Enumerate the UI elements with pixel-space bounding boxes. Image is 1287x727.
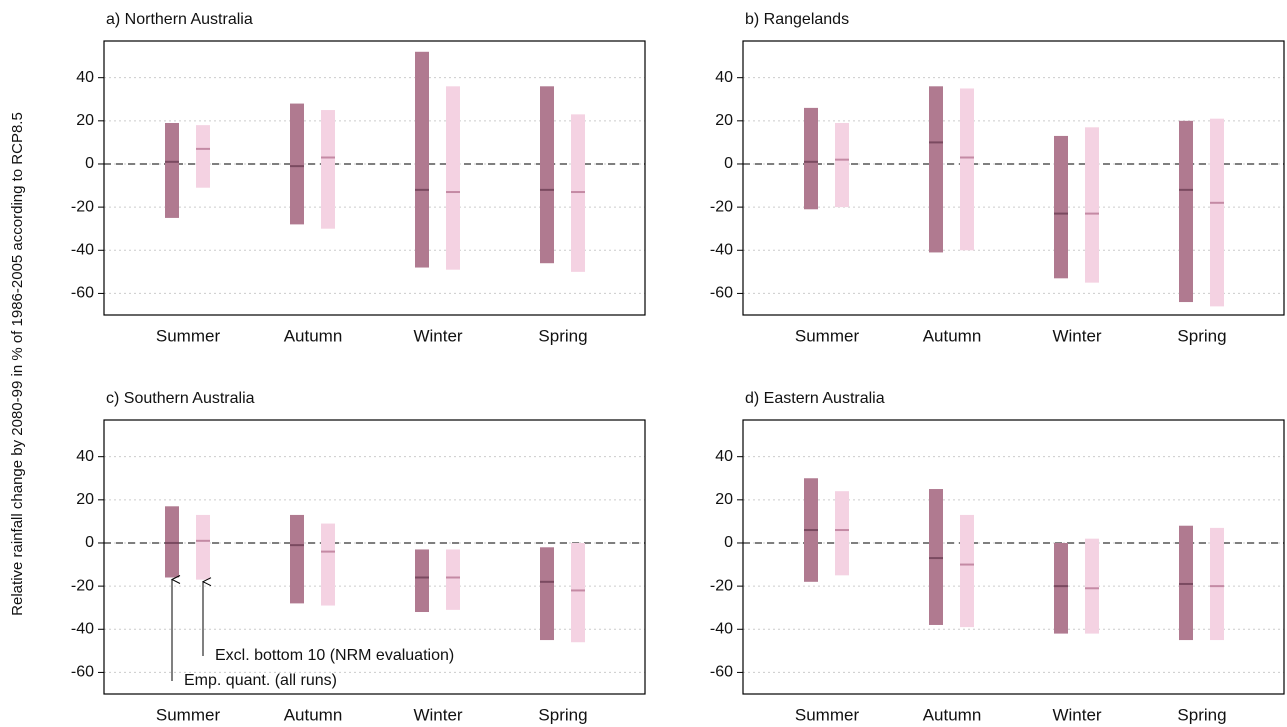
range-bar [290, 103, 304, 225]
range-bar [1179, 525, 1193, 641]
x-tick-label: Summer [795, 326, 860, 345]
range-bar [540, 547, 554, 641]
x-tick-label: Spring [538, 705, 587, 724]
range-bar [415, 51, 429, 268]
range-bar [540, 86, 554, 264]
y-axis-label: Relative rainfall change by 2080-99 in %… [9, 112, 26, 616]
x-tick-label: Summer [795, 705, 860, 724]
plot-frame [103, 40, 646, 316]
range-bar [571, 542, 585, 643]
range-bar [929, 489, 943, 625]
y-tick-label: 40 [76, 448, 94, 465]
y-tick-label: -40 [710, 620, 733, 637]
range-bar [804, 107, 818, 210]
range-bar [196, 514, 210, 580]
range-bar [960, 88, 974, 251]
panel-title: d) Eastern Australia [745, 390, 885, 407]
range-bar [415, 549, 429, 613]
range-bar [196, 125, 210, 188]
range-bar [835, 491, 849, 576]
y-tick-label: 40 [715, 69, 733, 86]
plot-frame [742, 40, 1285, 316]
y-tick-label: 40 [76, 69, 94, 86]
y-tick-label: -20 [710, 198, 733, 215]
y-tick-label: 0 [85, 155, 94, 172]
panel-title: b) Rangelands [745, 11, 849, 28]
panel-title: a) Northern Australia [106, 11, 253, 28]
x-tick-label: Winter [413, 326, 462, 345]
y-tick-label: 0 [724, 155, 733, 172]
y-tick-label: -60 [71, 664, 94, 681]
annotation: Emp. quant. (all runs) [184, 672, 337, 689]
y-tick-label: 0 [724, 534, 733, 551]
y-tick-label: -60 [710, 664, 733, 681]
y-tick-label: -20 [71, 577, 94, 594]
y-tick-label: -20 [71, 198, 94, 215]
x-tick-label: Spring [1177, 705, 1226, 724]
range-bar [321, 110, 335, 229]
y-tick-label: 20 [76, 112, 94, 129]
range-bar [1054, 542, 1068, 634]
range-bar [960, 514, 974, 628]
x-tick-label: Winter [413, 705, 462, 724]
x-tick-label: Autumn [923, 705, 982, 724]
y-tick-label: 40 [715, 448, 733, 465]
x-tick-label: Autumn [284, 326, 343, 345]
range-bar [165, 506, 179, 578]
y-tick-label: -60 [710, 285, 733, 302]
range-bar [929, 86, 943, 253]
range-bar [1085, 127, 1099, 283]
x-tick-label: Summer [156, 326, 221, 345]
panel-title: c) Southern Australia [106, 390, 255, 407]
y-tick-label: -20 [710, 577, 733, 594]
plot-frame [103, 419, 646, 695]
x-tick-label: Spring [1177, 326, 1226, 345]
y-tick-label: -40 [71, 241, 94, 258]
x-tick-label: Summer [156, 705, 221, 724]
x-tick-label: Spring [538, 326, 587, 345]
range-bar [290, 514, 304, 604]
y-tick-label: 20 [715, 112, 733, 129]
x-tick-label: Winter [1052, 326, 1101, 345]
y-tick-label: -60 [71, 285, 94, 302]
y-tick-label: 20 [76, 491, 94, 508]
range-bar [1179, 120, 1193, 303]
range-bar [165, 122, 179, 218]
x-tick-label: Autumn [284, 705, 343, 724]
range-bar [446, 86, 460, 270]
range-bar [835, 122, 849, 208]
range-bar [1210, 527, 1224, 641]
range-bar [1054, 135, 1068, 279]
annotation: Excl. bottom 10 (NRM evaluation) [215, 647, 454, 664]
y-tick-label: -40 [710, 241, 733, 258]
y-tick-label: 0 [85, 534, 94, 551]
y-tick-label: 20 [715, 491, 733, 508]
range-bar [1085, 538, 1099, 634]
range-bar [571, 114, 585, 272]
range-bar [321, 523, 335, 606]
y-tick-label: -40 [71, 620, 94, 637]
plot-frame [742, 419, 1285, 695]
range-bar [1210, 118, 1224, 307]
range-bar [446, 549, 460, 610]
x-tick-label: Autumn [923, 326, 982, 345]
x-tick-label: Winter [1052, 705, 1101, 724]
